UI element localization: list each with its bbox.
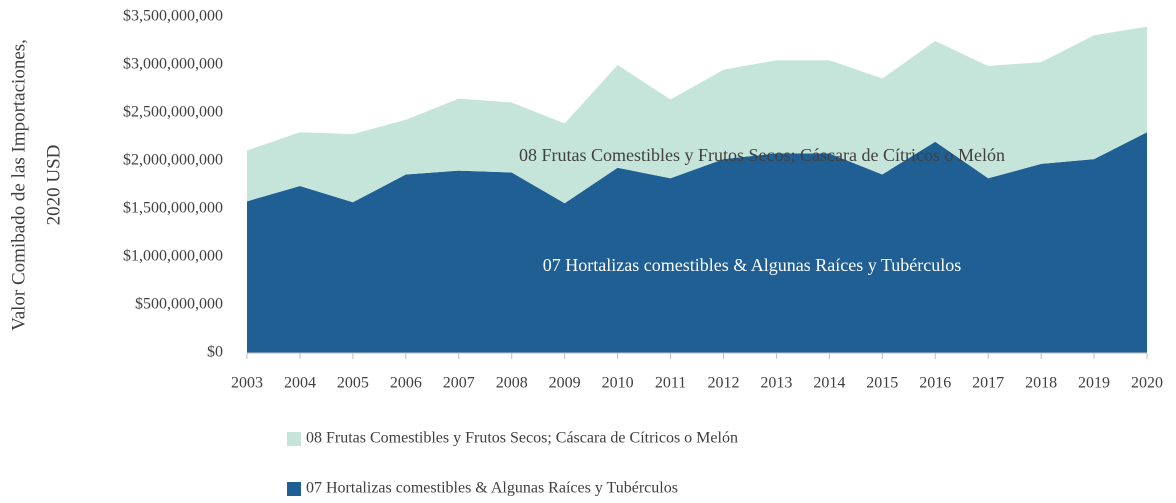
x-tick-label: 2010	[602, 375, 634, 392]
y-tick-label: $3,000,000,000	[123, 56, 223, 73]
x-tick-label: 2014	[813, 375, 845, 392]
x-tick-label: 2005	[337, 375, 369, 392]
area	[247, 132, 1147, 353]
x-tick-label: 2011	[655, 375, 686, 392]
area	[247, 26, 1147, 204]
y-tick-label: $3,500,000,000	[123, 8, 223, 25]
x-tick-label: 2008	[496, 375, 528, 392]
legend-swatch	[287, 432, 301, 446]
y-tick-label: $2,500,000,000	[123, 104, 223, 121]
y-tick-label: $0	[207, 344, 223, 361]
area-label: 08 Frutas Comestibles y Frutos Secos; Cá…	[519, 145, 1005, 165]
x-tick-label: 2007	[443, 375, 475, 392]
y-tick-label: $500,000,000	[135, 296, 223, 313]
x-tick-label: 2012	[707, 375, 739, 392]
y-axis-label: 2020 USD	[43, 145, 64, 226]
y-tick-label: $1,500,000,000	[123, 200, 223, 217]
x-tick-label: 2017	[972, 375, 1004, 392]
x-tick-label: 2003	[231, 375, 263, 392]
x-tick-label: 2020	[1131, 375, 1163, 392]
legend-label: 08 Frutas Comestibles y Frutos Secos; Cá…	[306, 430, 738, 447]
x-tick-label: 2019	[1078, 375, 1110, 392]
area-label: 07 Hortalizas comestibles & Algunas Raíc…	[543, 255, 961, 275]
x-tick-label: 2004	[284, 375, 316, 392]
legend-label: 07 Hortalizas comestibles & Algunas Raíc…	[306, 480, 678, 497]
x-tick-label: 2015	[866, 375, 898, 392]
y-tick-label: $1,000,000,000	[123, 248, 223, 265]
legend-swatch	[287, 482, 301, 496]
y-tick-label: $2,000,000,000	[123, 152, 223, 169]
y-axis-label: Valor Comibado de las Importaciones,	[8, 39, 29, 331]
x-tick-label: 2018	[1025, 375, 1057, 392]
x-tick-label: 2006	[390, 375, 422, 392]
x-tick-label: 2013	[760, 375, 792, 392]
x-tick-label: 2009	[549, 375, 581, 392]
x-tick-label: 2016	[919, 375, 951, 392]
